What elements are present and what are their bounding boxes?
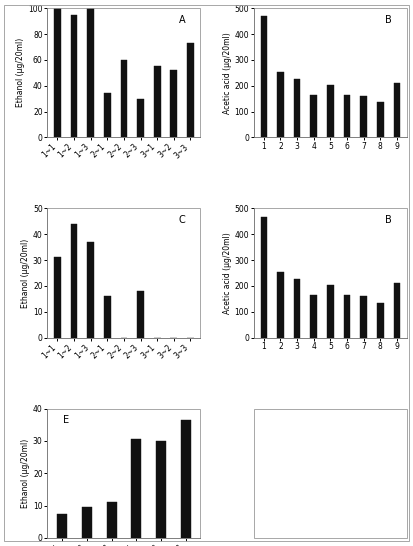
Y-axis label: Ethanol (μg/20ml): Ethanol (μg/20ml) (21, 438, 30, 508)
Bar (171, 70, 177, 138)
Bar (180, 420, 190, 538)
Bar (131, 440, 141, 538)
Bar (277, 72, 284, 138)
Bar (327, 85, 334, 138)
Bar (137, 99, 144, 138)
Bar (57, 514, 67, 538)
Bar (294, 280, 300, 337)
Bar (71, 224, 77, 337)
Bar (156, 441, 166, 538)
Bar (107, 502, 116, 538)
Text: B: B (385, 15, 392, 25)
Bar (54, 8, 61, 138)
Y-axis label: Ethanol (μg/20ml): Ethanol (μg/20ml) (17, 38, 25, 108)
Bar (82, 507, 92, 538)
Bar (327, 286, 334, 337)
Bar (88, 242, 94, 337)
Text: C: C (179, 215, 185, 225)
Bar (121, 60, 127, 138)
Bar (377, 302, 384, 337)
Bar (344, 295, 350, 337)
Bar (311, 295, 317, 337)
Bar (394, 283, 400, 337)
Y-axis label: Acetic acid (μg/20ml): Acetic acid (μg/20ml) (223, 232, 232, 314)
Bar (261, 217, 267, 337)
Bar (54, 258, 61, 337)
Bar (88, 8, 94, 138)
Bar (104, 93, 111, 138)
Bar (360, 296, 367, 337)
Bar (277, 272, 284, 337)
Bar (344, 95, 350, 138)
Y-axis label: Acetic acid (μg/20ml): Acetic acid (μg/20ml) (223, 32, 232, 114)
Y-axis label: Ethanol (μg/20ml): Ethanol (μg/20ml) (21, 239, 30, 307)
Text: E: E (63, 416, 69, 425)
Bar (294, 79, 300, 138)
Bar (104, 296, 111, 337)
Bar (154, 66, 161, 138)
Text: B: B (385, 215, 392, 225)
Bar (71, 15, 77, 138)
Bar (137, 291, 144, 337)
Bar (394, 83, 400, 138)
Bar (360, 96, 367, 138)
Text: A: A (179, 15, 185, 25)
Bar (261, 16, 267, 138)
Bar (311, 95, 317, 138)
Bar (187, 43, 194, 138)
Bar (377, 103, 384, 138)
